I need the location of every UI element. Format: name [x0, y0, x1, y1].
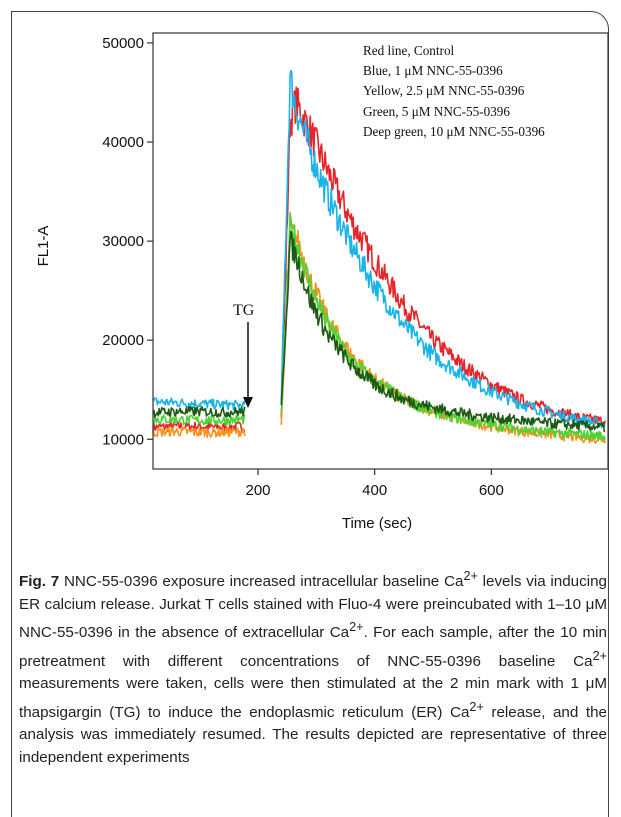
tg-arrow-head [243, 397, 253, 408]
legend-line-3: Yellow, 2.5 μM NNC-55-0396 [363, 83, 525, 98]
x-ticks: 200 400 600 [245, 469, 504, 499]
y-tick-label: 50000 [102, 35, 144, 52]
figure-caption: Fig. 7 NNC-55-0396 exposure increased in… [19, 565, 607, 769]
y-tick-label: 20000 [102, 332, 144, 349]
series-line-5-baseline [152, 406, 246, 419]
legend-line-5: Deep green, 10 μM NNC-55-0396 [363, 124, 545, 139]
caption-text-2: levels via inducing ER calcium release. … [19, 573, 607, 642]
y-ticks: 10000 20000 30000 40000 50000 [102, 35, 153, 448]
series-line-2-baseline [152, 397, 246, 412]
caption-text-3: . For each sample, after the 10 min pret… [19, 624, 607, 670]
y-tick-label: 40000 [102, 134, 144, 151]
series-line-2-response [280, 69, 606, 429]
caption-sup-4: 2+ [469, 699, 484, 714]
series-line-5-response [280, 230, 606, 432]
caption-text-5: release, and the analysis was immediatel… [19, 703, 607, 766]
x-tick-label: 400 [362, 482, 387, 499]
x-axis-label: Time (sec) [342, 515, 412, 532]
caption-sup-2: 2+ [349, 620, 364, 635]
x-tick-label: 200 [245, 482, 270, 499]
tg-annotation: TG [233, 302, 255, 408]
figure-label: Fig. 7 [19, 573, 60, 591]
chart: 10000 20000 30000 40000 50000 200 400 600 Time… [35, 32, 609, 532]
y-axis-label: FL1-A [35, 226, 52, 267]
series-line-4-baseline [152, 414, 246, 426]
legend-line-1: Red line, Control [363, 43, 455, 58]
series-line-3-baseline [152, 426, 246, 439]
y-tick-label: 10000 [102, 431, 144, 448]
series-layer [152, 69, 606, 444]
plot-area-border [152, 32, 609, 470]
legend-line-4: Green, 5 μM NNC-55-0396 [363, 104, 510, 119]
caption-text-1: NNC-55-0396 exposure increased intracell… [63, 573, 464, 591]
caption-text-4: measurements were taken, cells were then… [19, 675, 607, 721]
caption-sup-1: 2+ [463, 569, 478, 583]
tg-label: TG [233, 302, 255, 319]
caption-sup-3: 2+ [592, 648, 607, 663]
y-tick-label: 30000 [102, 233, 144, 250]
legend-line-2: Blue, 1 μM NNC-55-0396 [363, 63, 503, 78]
series-line-1-response [280, 86, 606, 428]
series-line-4-response [280, 211, 606, 442]
x-tick-label: 600 [479, 482, 504, 499]
legend: Red line, Control Blue, 1 μM NNC-55-0396… [363, 43, 545, 139]
